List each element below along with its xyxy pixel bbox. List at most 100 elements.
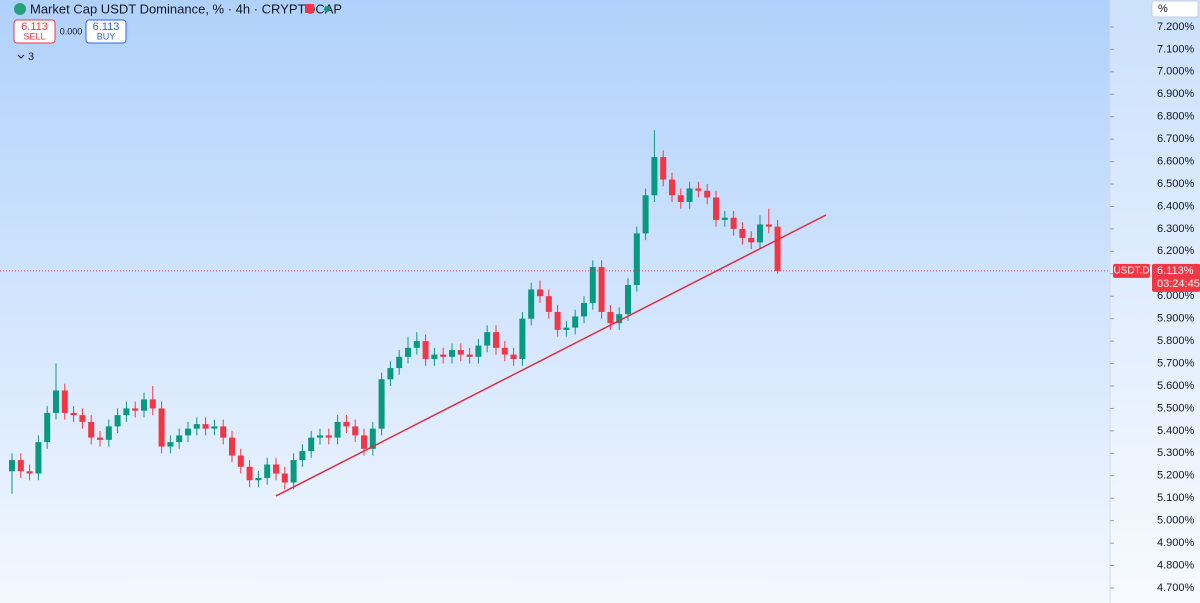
chart-title: Market Cap USDT Dominance, % · 4h · CRYP… bbox=[30, 1, 342, 16]
candle-body bbox=[53, 390, 59, 413]
price-tag-text: 6.113% bbox=[1157, 265, 1194, 277]
candle-body bbox=[572, 316, 579, 328]
candle-body bbox=[581, 302, 587, 317]
candle-body bbox=[642, 195, 649, 234]
candle-body bbox=[598, 267, 605, 312]
candle-body bbox=[669, 179, 675, 196]
y-tick-label: 6.500% bbox=[1157, 178, 1195, 190]
candle-body bbox=[317, 435, 323, 438]
candle-body bbox=[123, 408, 130, 416]
candle-body bbox=[246, 466, 253, 481]
candle-body bbox=[422, 341, 429, 360]
y-tick-label: 6.400% bbox=[1157, 200, 1195, 212]
trendline bbox=[275, 214, 827, 497]
axis-unit: % bbox=[1158, 3, 1168, 15]
y-tick-label: 5.100% bbox=[1157, 492, 1195, 504]
candle-body bbox=[493, 332, 499, 348]
candle-body bbox=[730, 217, 737, 229]
candle-body bbox=[765, 224, 772, 227]
symbol-tag-text: USDT.D bbox=[1113, 266, 1149, 277]
candle-body bbox=[748, 237, 755, 243]
candle-body bbox=[633, 233, 640, 286]
candle-body bbox=[202, 424, 209, 429]
sell-price: 6.113 bbox=[21, 21, 48, 33]
unit-box[interactable] bbox=[1151, 0, 1199, 18]
candle-body bbox=[713, 197, 719, 220]
candle-body bbox=[308, 437, 315, 452]
candle-body bbox=[537, 289, 543, 297]
y-tick-label: 4.800% bbox=[1157, 559, 1195, 571]
candle-body bbox=[774, 226, 781, 271]
candle-body bbox=[739, 228, 746, 238]
candle-body bbox=[431, 354, 438, 360]
candle-body bbox=[449, 350, 455, 357]
candle-body bbox=[325, 435, 332, 438]
candle-body bbox=[607, 311, 614, 324]
candle-body bbox=[660, 157, 667, 180]
candle-body bbox=[26, 471, 33, 474]
candle-body bbox=[440, 354, 447, 357]
y-tick-label: 6.600% bbox=[1157, 155, 1195, 167]
y-tick-label: 6.200% bbox=[1157, 245, 1195, 257]
y-tick-label: 6.800% bbox=[1157, 111, 1195, 123]
y-tick-label: 5.500% bbox=[1157, 402, 1195, 414]
candle-body bbox=[721, 217, 728, 220]
y-tick-label: 7.100% bbox=[1157, 43, 1195, 55]
symbol-icon bbox=[14, 3, 26, 15]
candle-body bbox=[61, 390, 68, 413]
price-axis-bg bbox=[1110, 0, 1200, 603]
symbol-tag bbox=[1113, 263, 1150, 278]
candle-body bbox=[185, 428, 191, 436]
candle-body bbox=[651, 157, 658, 196]
candle-body bbox=[79, 415, 86, 422]
candle-body bbox=[369, 428, 376, 449]
candle-body bbox=[545, 296, 552, 312]
candle-body bbox=[352, 426, 359, 436]
candle-body bbox=[35, 442, 42, 474]
candle-body bbox=[589, 267, 596, 303]
countdown: 03:24:45 bbox=[1157, 278, 1200, 290]
candle-body bbox=[510, 354, 517, 360]
candle-body bbox=[563, 327, 570, 330]
y-tick-label: 5.900% bbox=[1157, 313, 1195, 325]
candle-body bbox=[105, 426, 112, 440]
candle-body bbox=[273, 464, 279, 474]
candle-body bbox=[686, 188, 693, 202]
candle-body bbox=[405, 347, 411, 357]
y-tick-label: 6.900% bbox=[1157, 88, 1195, 100]
y-tick-label: 5.000% bbox=[1157, 515, 1195, 527]
y-tick-label: 6.700% bbox=[1157, 133, 1195, 145]
candle-body bbox=[361, 435, 367, 449]
y-tick-label: 7.000% bbox=[1157, 66, 1195, 78]
buy-price: 6.113 bbox=[93, 21, 120, 33]
candle-body bbox=[378, 379, 385, 429]
candle-body bbox=[44, 412, 51, 443]
candle-body bbox=[519, 318, 526, 360]
y-tick-label: 7.200% bbox=[1157, 21, 1195, 33]
y-tick-label: 5.200% bbox=[1157, 470, 1195, 482]
sell-button[interactable] bbox=[13, 19, 56, 44]
y-tick-label: 6.000% bbox=[1157, 290, 1195, 302]
y-tick-label: 5.400% bbox=[1157, 425, 1195, 437]
collapse-icon[interactable] bbox=[17, 54, 25, 59]
candle-body bbox=[466, 354, 473, 357]
candle-body bbox=[290, 460, 297, 483]
candle-body bbox=[413, 341, 420, 348]
candle-body bbox=[616, 314, 623, 324]
buy-label: BUY bbox=[97, 31, 116, 41]
candle-body bbox=[695, 188, 702, 191]
spread: 0.000 bbox=[60, 26, 83, 36]
candle-body bbox=[176, 435, 183, 443]
candle-body bbox=[211, 426, 218, 429]
candle-body bbox=[704, 190, 711, 198]
candle-body bbox=[625, 285, 631, 315]
buy-button[interactable] bbox=[85, 19, 127, 44]
flag-icon bbox=[305, 4, 314, 13]
candle-body bbox=[167, 442, 174, 447]
y-tick-label: 5.600% bbox=[1157, 380, 1195, 392]
candle-body bbox=[387, 368, 394, 380]
candle-body bbox=[255, 478, 262, 481]
candle-body bbox=[264, 464, 271, 479]
